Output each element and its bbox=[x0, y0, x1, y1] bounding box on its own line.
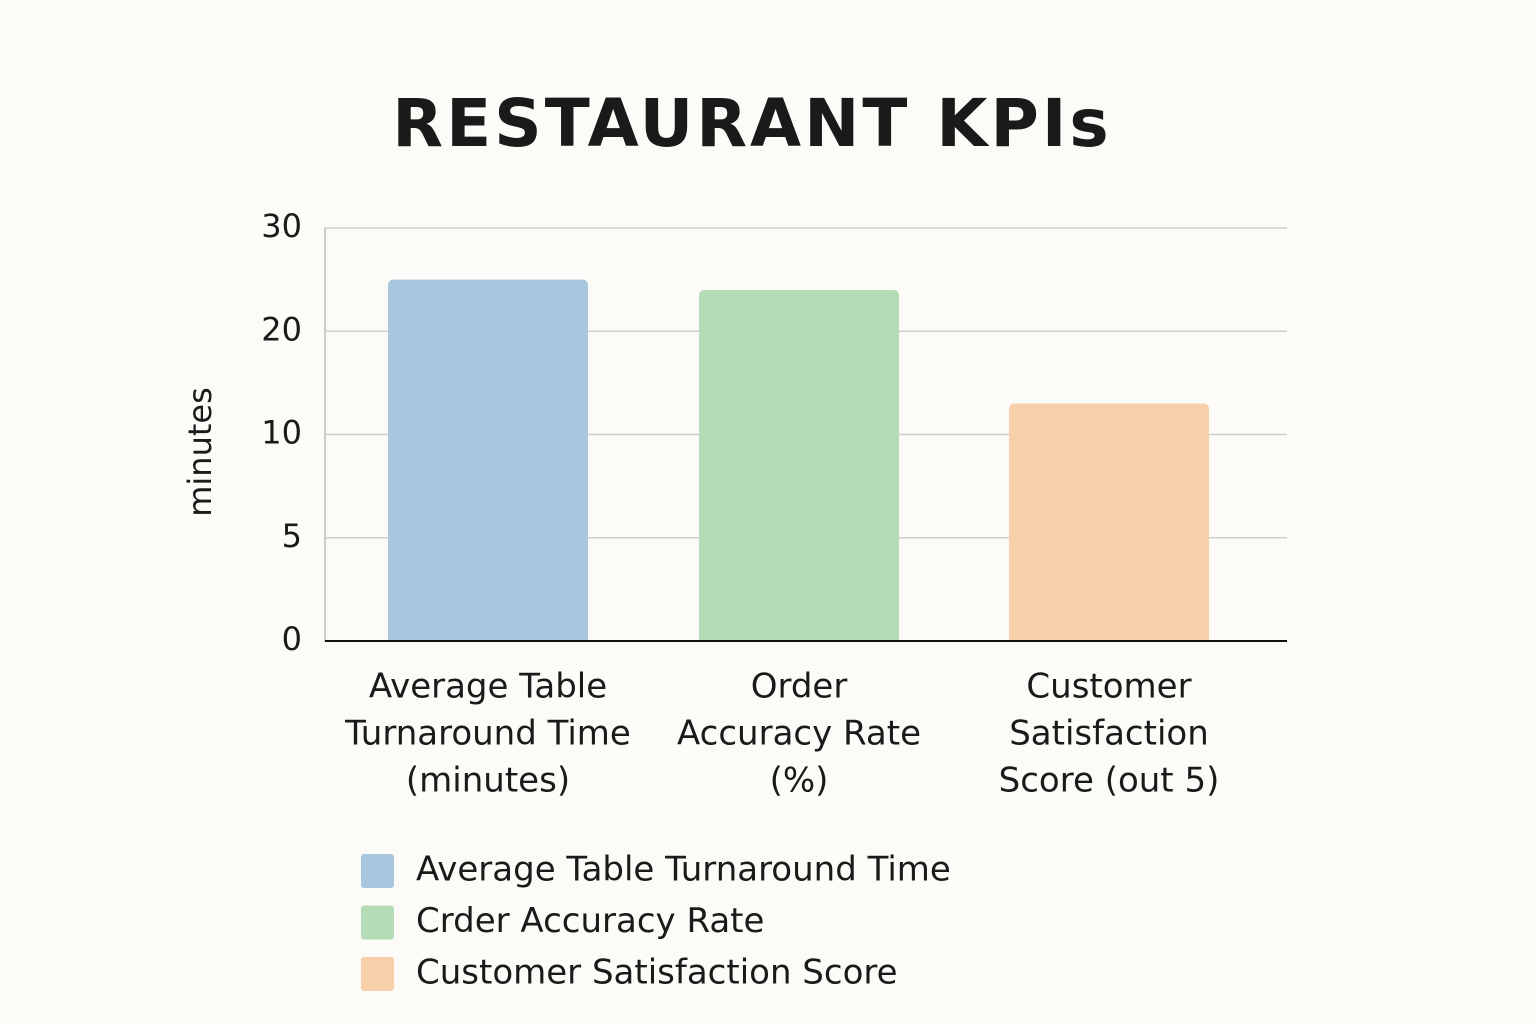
x-tick-label: Order bbox=[751, 667, 848, 707]
y-tick-label: 10 bbox=[261, 414, 302, 452]
y-axis-label: minutes bbox=[181, 387, 219, 517]
bar bbox=[699, 289, 899, 641]
legend-label: Average Table Turnaround Time bbox=[416, 850, 951, 890]
legend-label: Crder Accuracy Rate bbox=[416, 901, 764, 941]
y-tick-label: 20 bbox=[261, 310, 302, 348]
x-tick-label: Customer bbox=[1026, 667, 1191, 707]
bar bbox=[1009, 403, 1209, 641]
legend-swatch bbox=[361, 905, 394, 940]
y-tick-label: 0 bbox=[282, 620, 302, 658]
chart-title: RESTAURANT KPIs bbox=[392, 85, 1111, 162]
x-tick-label: (%) bbox=[770, 761, 829, 801]
x-tick-label: Score (out 5) bbox=[999, 761, 1220, 801]
x-tick-label: Turnaround Time bbox=[344, 714, 631, 754]
bar bbox=[388, 279, 588, 641]
x-tick-label: Accuracy Rate bbox=[677, 714, 921, 754]
legend-swatch bbox=[361, 957, 394, 991]
legend-swatch bbox=[361, 854, 394, 888]
x-tick-label: (minutes) bbox=[406, 761, 570, 801]
y-tick-label: 30 bbox=[261, 207, 302, 245]
y-tick-label: 5 bbox=[282, 517, 302, 555]
legend-label: Customer Satisfaction Score bbox=[416, 953, 898, 993]
x-tick-label: Satisfaction bbox=[1009, 714, 1209, 754]
x-tick-label: Average Table bbox=[369, 667, 607, 707]
